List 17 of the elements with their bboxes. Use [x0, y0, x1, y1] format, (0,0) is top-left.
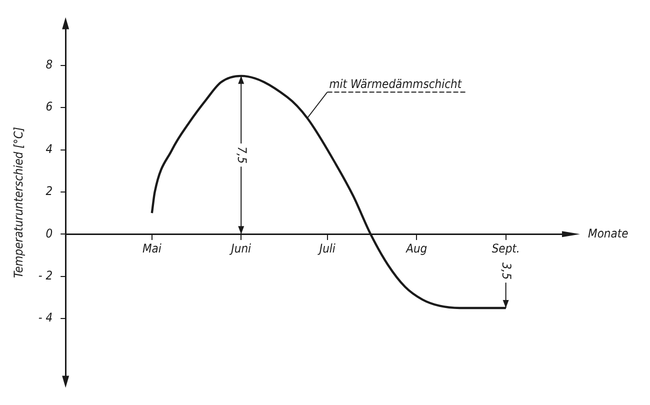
annotation: 7,5 — [234, 146, 249, 164]
x-tick-label: Juni — [229, 241, 252, 256]
y-axis-title: Temperaturunterschied [°C] — [11, 126, 26, 278]
y-tick-label: 0 — [46, 226, 53, 240]
x-tick-label: Mai — [142, 241, 162, 256]
x-tick-label: Aug — [405, 241, 428, 256]
text: mit Wärmedämmschicht — [329, 77, 462, 92]
y-tick-label: 6 — [46, 100, 53, 114]
y-tick-label: 2 — [46, 184, 53, 198]
x-tick-label: Sept. — [492, 241, 520, 256]
y-tick-label: 8 — [46, 58, 53, 72]
y-tick-label: 4 — [46, 142, 53, 156]
x-axis-title: Monate — [588, 226, 629, 240]
x-tick-label: Juli — [317, 241, 336, 256]
y-tick-label: - 4 — [38, 310, 53, 325]
y-tick-label: - 2 — [38, 268, 53, 282]
annotation: 3,5 — [500, 262, 514, 280]
